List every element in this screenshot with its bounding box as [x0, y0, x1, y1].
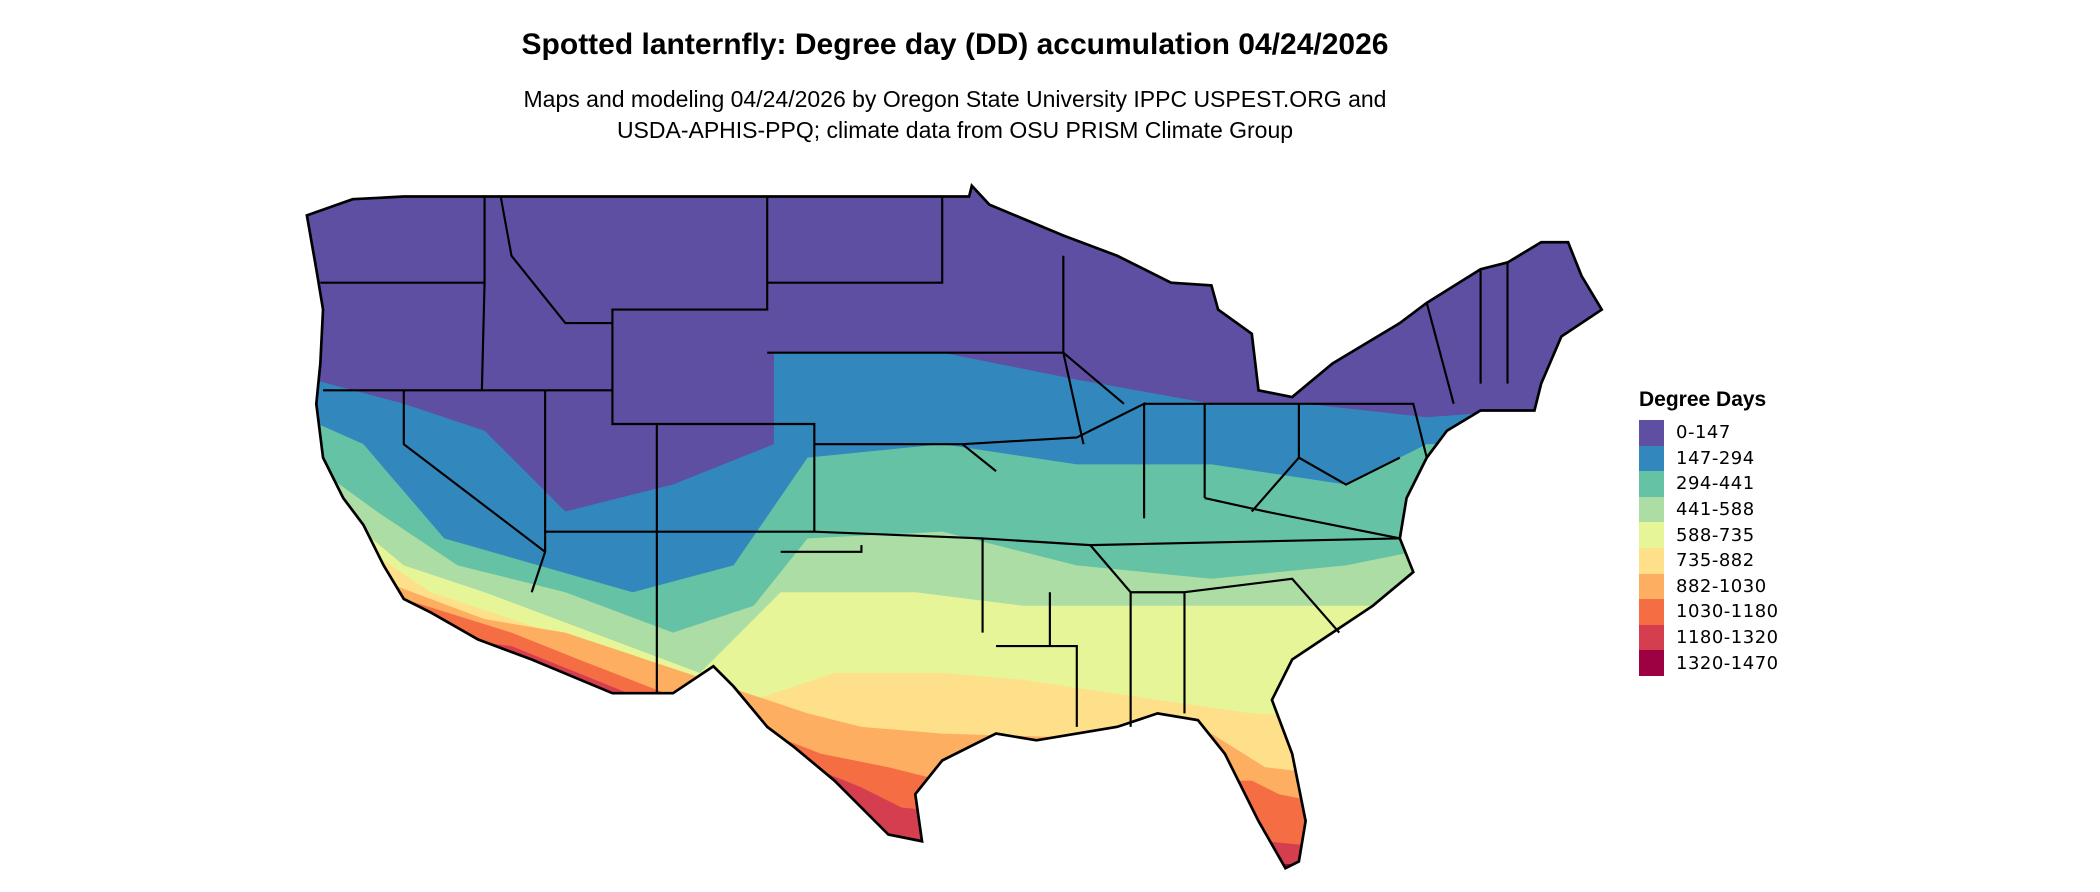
- legend-swatch: [1639, 496, 1664, 523]
- legend-item: 294-441: [1639, 471, 1779, 497]
- map-subtitle: Maps and modeling 04/24/2026 by Oregon S…: [0, 84, 1910, 146]
- legend-title: Degree Days: [1639, 388, 1767, 411]
- legend-swatch: [1639, 420, 1664, 446]
- legend-item: 1320-1470: [1639, 650, 1779, 676]
- legend-item: 882-1030: [1639, 573, 1779, 600]
- legend-label: 147-294: [1676, 447, 1755, 469]
- legend-item: 0-147: [1639, 420, 1779, 446]
- map-title: Spotted lanternfly: Degree day (DD) accu…: [521, 28, 1389, 61]
- state-borders: [320, 196, 1509, 727]
- legend-label: 1180-1320: [1676, 627, 1779, 649]
- legend-label: 1030-1180: [1676, 601, 1779, 623]
- legend-swatch: [1639, 471, 1664, 497]
- legend-item: 441-588: [1639, 496, 1779, 523]
- legend-swatch: [1639, 599, 1664, 625]
- subtitle-line-2: USDA-APHIS-PPQ; climate data from OSU PR…: [616, 117, 1294, 143]
- legend-swatch: [1639, 547, 1664, 574]
- legend-label: 1320-1470: [1676, 652, 1779, 674]
- legend-swatch: [1639, 573, 1664, 600]
- legend: Degree Days 0-147 147-294 294-441 441-588 58…: [1639, 388, 1779, 676]
- legend-label: 735-882: [1676, 550, 1755, 572]
- legend-swatch: [1639, 445, 1664, 472]
- legend-swatch: [1639, 650, 1664, 676]
- legend-item: 1180-1320: [1639, 624, 1779, 651]
- legend-label: 294-441: [1676, 473, 1755, 495]
- degree-day-bands: [306, 185, 1602, 869]
- legend-item: 1030-1180: [1639, 599, 1779, 625]
- legend-label: 0-147: [1676, 422, 1731, 444]
- legend-item: 735-882: [1639, 547, 1779, 574]
- legend-swatch: [1639, 624, 1664, 651]
- degree-day-band: [306, 861, 1602, 869]
- legend-swatch: [1639, 522, 1664, 548]
- us-outline: [305, 183, 1604, 870]
- legend-item: 588-735: [1639, 522, 1779, 548]
- legend-label: 441-588: [1676, 499, 1755, 521]
- legend-item: 147-294: [1639, 445, 1779, 472]
- subtitle-line-1: Maps and modeling 04/24/2026 by Oregon S…: [523, 86, 1387, 112]
- legend-label: 588-735: [1676, 524, 1755, 546]
- legend-label: 882-1030: [1676, 575, 1767, 597]
